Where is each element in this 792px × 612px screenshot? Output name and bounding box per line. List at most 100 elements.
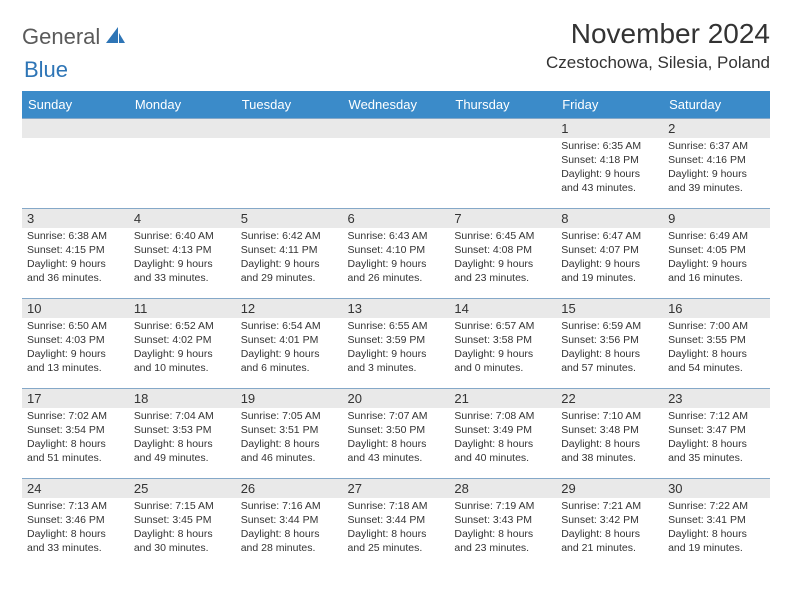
- location-text: Czestochowa, Silesia, Poland: [546, 53, 770, 73]
- day-details: Sunrise: 6:37 AMSunset: 4:16 PMDaylight:…: [663, 138, 770, 199]
- sunrise-text: Sunrise: 6:57 AM: [454, 320, 551, 334]
- day-number: 15: [556, 299, 663, 318]
- day-details: Sunrise: 6:59 AMSunset: 3:56 PMDaylight:…: [556, 318, 663, 379]
- sunset-text: Sunset: 3:43 PM: [454, 514, 551, 528]
- logo-text-1: General: [22, 24, 100, 50]
- calendar-day-cell: 23Sunrise: 7:12 AMSunset: 3:47 PMDayligh…: [663, 389, 770, 479]
- sunrise-text: Sunrise: 6:43 AM: [348, 230, 445, 244]
- sunset-text: Sunset: 3:51 PM: [241, 424, 338, 438]
- calendar-day-cell: 9Sunrise: 6:49 AMSunset: 4:05 PMDaylight…: [663, 209, 770, 299]
- sunrise-text: Sunrise: 7:16 AM: [241, 500, 338, 514]
- sunrise-text: Sunrise: 7:02 AM: [27, 410, 124, 424]
- sunrise-text: Sunrise: 6:47 AM: [561, 230, 658, 244]
- calendar-week-row: 10Sunrise: 6:50 AMSunset: 4:03 PMDayligh…: [22, 299, 770, 389]
- calendar-day-cell: 25Sunrise: 7:15 AMSunset: 3:45 PMDayligh…: [129, 479, 236, 569]
- calendar-day-cell: 13Sunrise: 6:55 AMSunset: 3:59 PMDayligh…: [343, 299, 450, 389]
- dow-header-cell: Monday: [129, 91, 236, 119]
- day-number: 3: [22, 209, 129, 228]
- daylight-text: Daylight: 8 hours and 51 minutes.: [27, 438, 124, 466]
- calendar-empty-cell: [22, 119, 129, 209]
- day-number: 6: [343, 209, 450, 228]
- calendar-day-cell: 14 Sunrise: 6:57 AMSunset: 3:58 PMDayligh…: [449, 299, 556, 389]
- calendar-empty-cell: [343, 119, 450, 209]
- sunset-text: Sunset: 4:02 PM: [134, 334, 231, 348]
- sunrise-text: Sunrise: 7:18 AM: [348, 500, 445, 514]
- sunrise-text: Sunrise: 6:52 AM: [134, 320, 231, 334]
- calendar-day-cell: 3Sunrise: 6:38 AMSunset: 4:15 PMDaylight…: [22, 209, 129, 299]
- sunset-text: Sunset: 4:01 PM: [241, 334, 338, 348]
- calendar-day-cell: 12Sunrise: 6:54 AMSunset: 4:01 PMDayligh…: [236, 299, 343, 389]
- day-number: 27: [343, 479, 450, 498]
- sunset-text: Sunset: 4:07 PM: [561, 244, 658, 258]
- day-number: 13: [343, 299, 450, 318]
- calendar-week-row: 3Sunrise: 6:38 AMSunset: 4:15 PMDaylight…: [22, 209, 770, 299]
- daylight-text: Daylight: 9 hours and 6 minutes.: [241, 348, 338, 376]
- sunrise-text: Sunrise: 6:40 AM: [134, 230, 231, 244]
- logo: General: [22, 24, 128, 50]
- calendar-day-cell: 22Sunrise: 7:10 AMSunset: 3:48 PMDayligh…: [556, 389, 663, 479]
- day-number: 8: [556, 209, 663, 228]
- daylight-text: Daylight: 9 hours and 0 minutes.: [454, 348, 551, 376]
- daylight-text: Daylight: 9 hours and 43 minutes.: [561, 168, 658, 196]
- sunset-text: Sunset: 3:54 PM: [27, 424, 124, 438]
- day-number: 9: [663, 209, 770, 228]
- day-details: Sunrise: 7:13 AMSunset: 3:46 PMDaylight:…: [22, 498, 129, 559]
- day-details: Sunrise: 7:15 AMSunset: 3:45 PMDaylight:…: [129, 498, 236, 559]
- dow-header-cell: Friday: [556, 91, 663, 119]
- day-number: 16: [663, 299, 770, 318]
- sunrise-text: Sunrise: 6:35 AM: [561, 140, 658, 154]
- sunset-text: Sunset: 3:41 PM: [668, 514, 765, 528]
- calendar-day-cell: 1Sunrise: 6:35 AMSunset: 4:18 PMDaylight…: [556, 119, 663, 209]
- sunrise-text: Sunrise: 7:07 AM: [348, 410, 445, 424]
- day-number: 5: [236, 209, 343, 228]
- sunset-text: Sunset: 3:58 PM: [454, 334, 551, 348]
- daylight-text: Daylight: 8 hours and 57 minutes.: [561, 348, 658, 376]
- sunset-text: Sunset: 3:56 PM: [561, 334, 658, 348]
- daylight-text: Daylight: 9 hours and 10 minutes.: [134, 348, 231, 376]
- daylight-text: Daylight: 8 hours and 46 minutes.: [241, 438, 338, 466]
- daylight-text: Daylight: 8 hours and 30 minutes.: [134, 528, 231, 556]
- day-number: [449, 119, 556, 138]
- day-number: 19: [236, 389, 343, 408]
- daylight-text: Daylight: 8 hours and 25 minutes.: [348, 528, 445, 556]
- calendar-week-row: 24Sunrise: 7:13 AMSunset: 3:46 PMDayligh…: [22, 479, 770, 569]
- day-details: Sunrise: 6:47 AMSunset: 4:07 PMDaylight:…: [556, 228, 663, 289]
- calendar-day-cell: 29Sunrise: 7:21 AMSunset: 3:42 PMDayligh…: [556, 479, 663, 569]
- calendar-day-cell: 8Sunrise: 6:47 AMSunset: 4:07 PMDaylight…: [556, 209, 663, 299]
- dow-header-cell: Tuesday: [236, 91, 343, 119]
- sunrise-text: Sunrise: 6:37 AM: [668, 140, 765, 154]
- calendar-day-cell: 4Sunrise: 6:40 AMSunset: 4:13 PMDaylight…: [129, 209, 236, 299]
- page-title: November 2024: [546, 18, 770, 50]
- day-details: Sunrise: 6:35 AMSunset: 4:18 PMDaylight:…: [556, 138, 663, 199]
- calendar-day-cell: 15Sunrise: 6:59 AMSunset: 3:56 PMDayligh…: [556, 299, 663, 389]
- sunset-text: Sunset: 4:08 PM: [454, 244, 551, 258]
- day-details: Sunrise: 6:52 AMSunset: 4:02 PMDaylight:…: [129, 318, 236, 379]
- sunrise-text: Sunrise: 7:00 AM: [668, 320, 765, 334]
- sunrise-text: Sunrise: 7:19 AM: [454, 500, 551, 514]
- dow-header-cell: Thursday: [449, 91, 556, 119]
- daylight-text: Daylight: 9 hours and 33 minutes.: [134, 258, 231, 286]
- sunrise-text: Sunrise: 7:22 AM: [668, 500, 765, 514]
- sunrise-text: Sunrise: 7:12 AM: [668, 410, 765, 424]
- day-number: [236, 119, 343, 138]
- daylight-text: Daylight: 9 hours and 13 minutes.: [27, 348, 124, 376]
- day-details: Sunrise: 6:42 AMSunset: 4:11 PMDaylight:…: [236, 228, 343, 289]
- day-details: Sunrise: 7:07 AMSunset: 3:50 PMDaylight:…: [343, 408, 450, 469]
- daylight-text: Daylight: 8 hours and 40 minutes.: [454, 438, 551, 466]
- daylight-text: Daylight: 9 hours and 3 minutes.: [348, 348, 445, 376]
- calendar-day-cell: 18Sunrise: 7:04 AMSunset: 3:53 PMDayligh…: [129, 389, 236, 479]
- sunrise-text: Sunrise: 6:42 AM: [241, 230, 338, 244]
- sunrise-text: Sunrise: 7:21 AM: [561, 500, 658, 514]
- day-number: 14: [449, 299, 556, 318]
- day-number: 28: [449, 479, 556, 498]
- calendar-day-cell: 27Sunrise: 7:18 AMSunset: 3:44 PMDayligh…: [343, 479, 450, 569]
- day-of-week-header: SundayMondayTuesdayWednesdayThursdayFrid…: [22, 91, 770, 119]
- day-details: Sunrise: 6:50 AMSunset: 4:03 PMDaylight:…: [22, 318, 129, 379]
- sunset-text: Sunset: 3:53 PM: [134, 424, 231, 438]
- daylight-text: Daylight: 8 hours and 28 minutes.: [241, 528, 338, 556]
- day-details: Sunrise: 7:19 AMSunset: 3:43 PMDaylight:…: [449, 498, 556, 559]
- day-number: 21: [449, 389, 556, 408]
- sunset-text: Sunset: 3:46 PM: [27, 514, 124, 528]
- day-number: 7: [449, 209, 556, 228]
- daylight-text: Daylight: 8 hours and 54 minutes.: [668, 348, 765, 376]
